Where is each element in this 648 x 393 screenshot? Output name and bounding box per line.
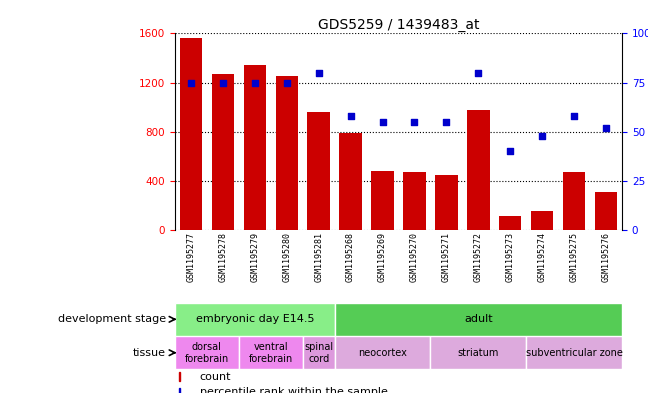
Bar [334, 303, 622, 336]
Text: GSM1195270: GSM1195270 [410, 232, 419, 282]
Bar [340, 133, 362, 230]
Bar [526, 336, 622, 369]
Bar [334, 336, 430, 369]
Text: GSM1195269: GSM1195269 [378, 232, 387, 282]
Text: GSM1195276: GSM1195276 [601, 232, 610, 282]
Point [473, 70, 483, 76]
Bar [499, 217, 522, 230]
Text: GSM1195274: GSM1195274 [538, 232, 547, 282]
Text: GSM1195281: GSM1195281 [314, 232, 323, 282]
Text: GSM1195272: GSM1195272 [474, 232, 483, 282]
Point [377, 119, 388, 125]
Text: GSM1195273: GSM1195273 [506, 232, 515, 282]
Bar [595, 192, 618, 230]
Bar [275, 76, 298, 230]
Text: ventral
forebrain: ventral forebrain [249, 342, 293, 364]
Point [441, 119, 452, 125]
Point [345, 113, 356, 119]
Text: GSM1195280: GSM1195280 [283, 232, 291, 282]
Point [186, 79, 196, 86]
Bar [403, 172, 426, 230]
Text: percentile rank within the sample: percentile rank within the sample [200, 387, 388, 393]
Text: tissue: tissue [133, 348, 166, 358]
Bar [435, 174, 457, 230]
Text: spinal
cord: spinal cord [304, 342, 333, 364]
Text: GSM1195278: GSM1195278 [218, 232, 227, 282]
Text: development stage: development stage [58, 314, 166, 324]
Bar [531, 211, 553, 230]
Bar [371, 171, 394, 230]
Text: embryonic day E14.5: embryonic day E14.5 [196, 314, 314, 324]
Point [314, 70, 324, 76]
Point [505, 148, 515, 154]
Text: neocortex: neocortex [358, 348, 407, 358]
Point [410, 119, 420, 125]
Bar [467, 110, 489, 230]
Text: GSM1195271: GSM1195271 [442, 232, 451, 282]
Point [537, 132, 548, 139]
Point [249, 79, 260, 86]
Bar [244, 65, 266, 230]
Bar [212, 74, 234, 230]
Bar [303, 336, 334, 369]
Point [601, 125, 611, 131]
Text: GSM1195275: GSM1195275 [570, 232, 579, 282]
Bar [175, 303, 334, 336]
Text: subventricular zone: subventricular zone [526, 348, 623, 358]
Text: GSM1195277: GSM1195277 [187, 232, 196, 282]
Point [218, 79, 228, 86]
Bar [308, 112, 330, 230]
Bar [239, 336, 303, 369]
Text: count: count [200, 372, 231, 382]
Title: GDS5259 / 1439483_at: GDS5259 / 1439483_at [318, 18, 480, 32]
Text: dorsal
forebrain: dorsal forebrain [185, 342, 229, 364]
Bar [179, 38, 202, 230]
Point [569, 113, 579, 119]
Text: GSM1195279: GSM1195279 [250, 232, 259, 282]
Text: adult: adult [464, 314, 492, 324]
Point [281, 79, 292, 86]
Text: striatum: striatum [457, 348, 499, 358]
Text: GSM1195268: GSM1195268 [346, 232, 355, 282]
Bar [563, 172, 585, 230]
Bar [175, 336, 239, 369]
Bar [430, 336, 526, 369]
